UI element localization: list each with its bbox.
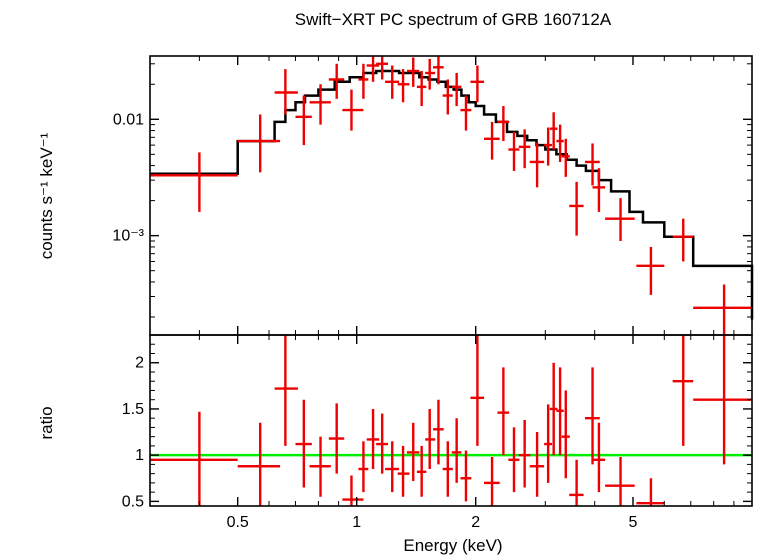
x-tick-label-2: 2 bbox=[471, 514, 480, 531]
x-tick-label-1: 1 bbox=[352, 514, 361, 531]
top-y-axis-title: counts s⁻¹ keV⁻¹ bbox=[37, 132, 56, 259]
spectrum-model-line bbox=[150, 69, 754, 320]
plot-layer: 0.01 10⁻³ 0.5 1 1.5 2 0.5 1 2 5 bbox=[112, 55, 754, 531]
ratio-ytick-label-0: 0.5 bbox=[122, 493, 144, 510]
spectrum-ytick-label-1: 10⁻³ bbox=[112, 228, 144, 245]
x-tick-label-0: 0.5 bbox=[227, 514, 249, 531]
ratio-frame bbox=[149, 334, 753, 507]
chart-title: Swift−XRT PC spectrum of GRB 160712A bbox=[295, 10, 612, 29]
ratio-ytick-label-3: 2 bbox=[135, 355, 144, 372]
spectrum-ytick-label-0: 0.01 bbox=[113, 111, 144, 128]
spectrum-frame bbox=[149, 55, 753, 336]
x-tick-label-3: 5 bbox=[629, 514, 638, 531]
ratio-ytick-label-2: 1.5 bbox=[122, 401, 144, 418]
x-axis-title: Energy (keV) bbox=[403, 536, 502, 555]
ratio-ytick-label-1: 1 bbox=[135, 447, 144, 464]
bottom-y-axis-title: ratio bbox=[37, 406, 56, 439]
